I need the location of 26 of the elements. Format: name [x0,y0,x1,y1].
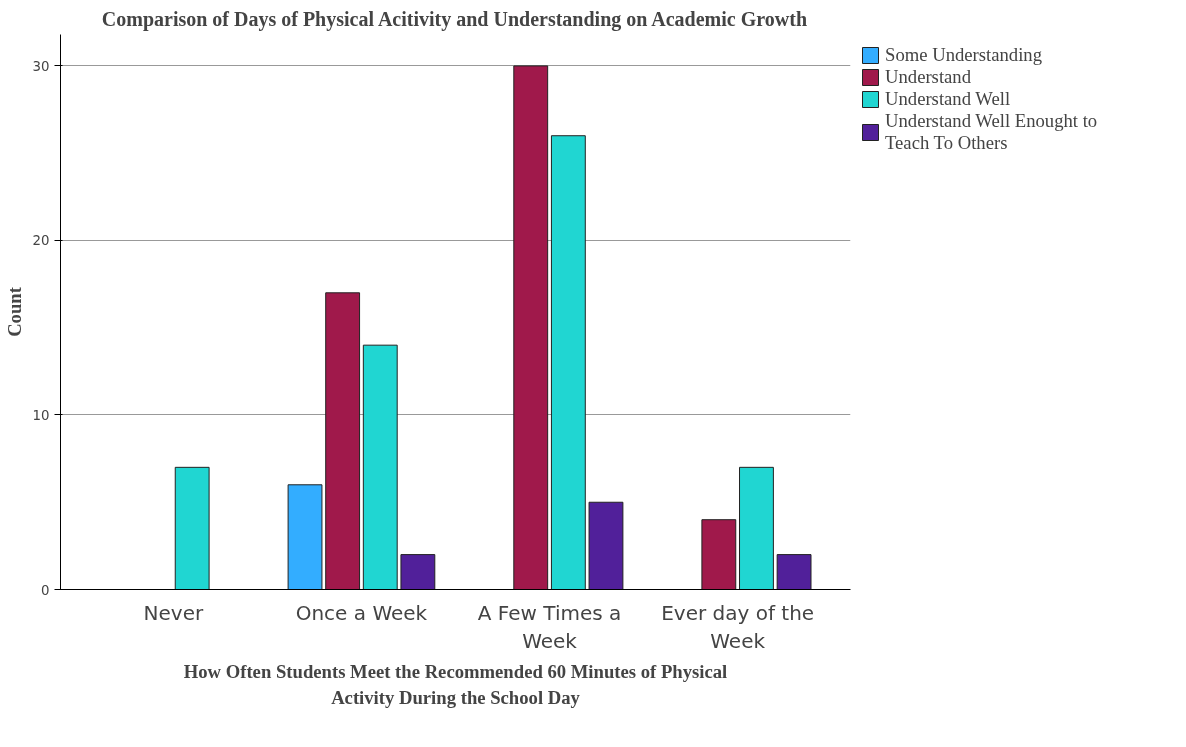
legend-label: Some Understanding [885,44,1043,66]
x-axis-title: How Often Students Meet the Recommended 60 Minutes of Physical Activity During the School Day [183,661,728,708]
y-tick-label: 0 [41,582,50,598]
x-tick-label: A Few Times a Week [477,600,622,654]
bar [550,135,586,590]
legend-label: Understand Well Enought to Teach To Others [885,110,1098,154]
chart-title: Comparison of Days of Physical Acitivity and Understanding on Academic Growth [101,7,808,31]
bar [400,554,436,590]
bar [325,292,361,590]
bar [287,484,323,590]
bar [174,466,210,590]
x-tick-label: Ever day of the Week [661,600,815,654]
y-tick-label: 10 [32,407,50,423]
y-axis-title: Count [3,286,25,337]
bar [588,501,624,590]
legend-label: Understand Well [885,88,1011,110]
x-tick-label: Once a Week [295,600,428,625]
bar [776,554,812,590]
bar [362,344,398,590]
bar [701,519,737,590]
bar [513,65,549,590]
legend-label: Understand [885,66,972,88]
y-tick-label: 20 [32,233,50,249]
y-tick-label: 30 [32,58,50,74]
bar [739,466,774,590]
x-tick-label: Never [143,600,204,625]
